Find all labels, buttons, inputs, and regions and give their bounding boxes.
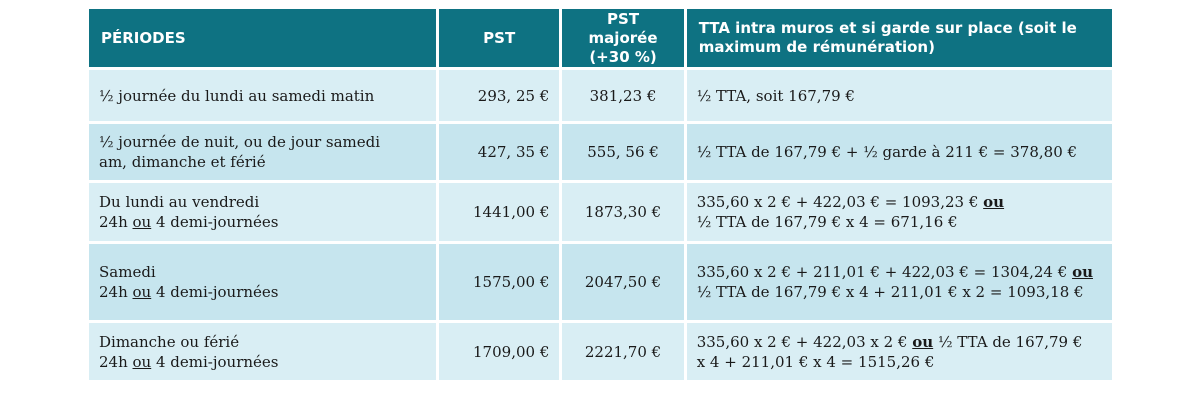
header-row: PÉRIODES PST PST majorée (+30 %) TTA intr… xyxy=(89,9,1112,67)
table-row: Du lundi au vendredi 24h ou 4 demi-journé… xyxy=(89,183,1112,241)
cell-pst: 1709,00 € xyxy=(439,323,560,380)
table-row: Samedi 24h ou 4 demi-journées 1575,00 € 2… xyxy=(89,244,1112,320)
cell-pst-majoree: 555, 56 € xyxy=(562,124,684,180)
cell-periode: Samedi 24h ou 4 demi-journées xyxy=(89,244,437,320)
remuneration-table: PÉRIODES PST PST majorée (+30 %) TTA intr… xyxy=(86,6,1115,383)
remuneration-table-container: PÉRIODES PST PST majorée (+30 %) TTA intr… xyxy=(89,9,1112,383)
cell-pst-majoree: 1873,30 € xyxy=(562,183,684,241)
header-tta: TTA intra muros et si garde sur place (s… xyxy=(686,9,1112,67)
cell-pst: 1575,00 € xyxy=(439,244,560,320)
header-pst: PST xyxy=(439,9,560,67)
cell-pst-majoree: 2047,50 € xyxy=(562,244,684,320)
cell-tta: ½ TTA de 167,79 € + ½ garde à 211 € = 37… xyxy=(686,124,1112,180)
table-row: Dimanche ou férié 24h ou 4 demi-journées … xyxy=(89,323,1112,380)
cell-pst: 293, 25 € xyxy=(439,70,560,121)
cell-pst: 1441,00 € xyxy=(439,183,560,241)
table-row: ½ journée de nuit, ou de jour samedi am, … xyxy=(89,124,1112,180)
header-periodes: PÉRIODES xyxy=(89,9,437,67)
header-pst-majoree: PST majorée (+30 %) xyxy=(562,9,684,67)
cell-pst-majoree: 381,23 € xyxy=(562,70,684,121)
table-row: ½ journée du lundi au samedi matin 293, … xyxy=(89,70,1112,121)
cell-pst-majoree: 2221,70 € xyxy=(562,323,684,380)
cell-periode: ½ journée du lundi au samedi matin xyxy=(89,70,437,121)
cell-periode: Du lundi au vendredi 24h ou 4 demi-journé… xyxy=(89,183,437,241)
cell-periode: ½ journée de nuit, ou de jour samedi am, … xyxy=(89,124,437,180)
cell-pst: 427, 35 € xyxy=(439,124,560,180)
cell-tta: 335,60 x 2 € + 422,03 € = 1093,23 € ou ½ … xyxy=(686,183,1112,241)
cell-tta: 335,60 x 2 € + 211,01 € + 422,03 € = 130… xyxy=(686,244,1112,320)
cell-periode: Dimanche ou férié 24h ou 4 demi-journées xyxy=(89,323,437,380)
cell-tta: ½ TTA, soit 167,79 € xyxy=(686,70,1112,121)
cell-tta: 335,60 x 2 € + 422,03 x 2 € ou ½ TTA de … xyxy=(686,323,1112,380)
